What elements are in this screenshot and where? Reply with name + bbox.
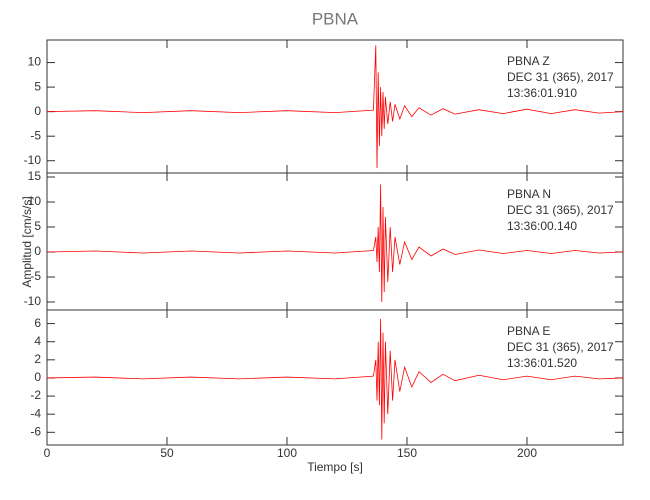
annotation: 13:36:01.910 [507, 86, 577, 100]
x-tick-label: 200 [517, 446, 537, 460]
y-tick-label: 10 [28, 194, 42, 208]
y-tick-label: -10 [24, 153, 42, 167]
y-tick-label: 4 [34, 334, 41, 348]
x-tick-label: 150 [397, 446, 417, 460]
y-tick-label: -6 [30, 424, 41, 438]
y-axis-label: Amplitud [cm/s/s] [20, 196, 34, 287]
chart-title: PBNA [312, 9, 359, 28]
y-tick-label: 15 [28, 169, 42, 183]
x-tick-label: 50 [160, 446, 174, 460]
annotation: PBNA Z [507, 54, 550, 68]
y-tick-label: 2 [34, 352, 41, 366]
y-tick-label: -2 [30, 388, 41, 402]
y-tick-label: -4 [30, 406, 41, 420]
y-tick-label: 0 [34, 244, 41, 258]
y-tick-label: -5 [30, 128, 41, 142]
waveform [46, 184, 624, 303]
x-tick-label: 100 [277, 446, 297, 460]
y-tick-label: -10 [24, 294, 42, 308]
waveform [46, 45, 624, 169]
annotation: DEC 31 (365), 2017 [507, 70, 614, 84]
annotation: DEC 31 (365), 2017 [507, 203, 614, 217]
y-tick-label: 10 [28, 55, 42, 69]
y-tick-label: -5 [30, 269, 41, 283]
annotation: DEC 31 (365), 2017 [507, 340, 614, 354]
y-tick-label: 6 [34, 316, 41, 330]
annotation: 13:36:01.520 [507, 356, 577, 370]
x-tick-label: 0 [44, 446, 51, 460]
annotation: PBNA N [507, 187, 551, 201]
y-tick-label: 0 [34, 370, 41, 384]
y-tick-label: 0 [34, 104, 41, 118]
annotation: 13:36:00.140 [507, 219, 577, 233]
y-tick-label: 5 [34, 79, 41, 93]
waveform [46, 319, 624, 440]
x-axis-label: Tiempo [s] [307, 460, 363, 474]
y-tick-label: 5 [34, 219, 41, 233]
annotation: PBNA E [507, 324, 550, 338]
